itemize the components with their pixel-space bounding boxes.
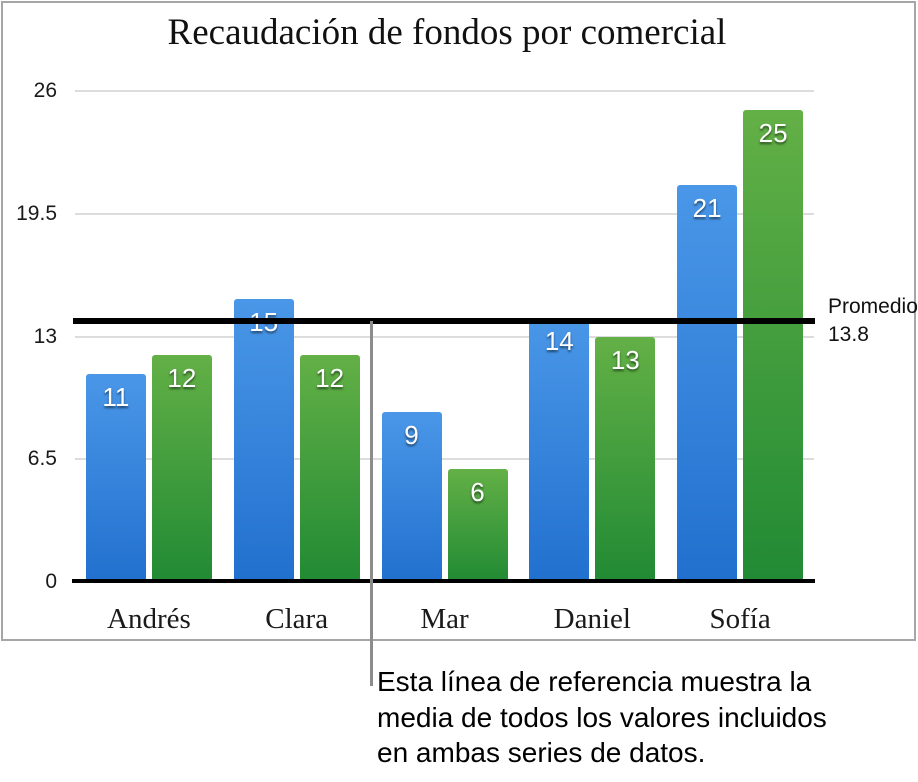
bar-value-label: 12 bbox=[315, 363, 345, 394]
y-axis-label-26: 26 bbox=[33, 79, 57, 102]
callout-line bbox=[370, 321, 373, 686]
x-axis-label-mar: Mar bbox=[420, 603, 469, 635]
bar-value-label: 21 bbox=[692, 193, 722, 224]
bar-andrés-verde bbox=[151, 355, 212, 582]
gridline-6.5 bbox=[75, 458, 814, 461]
reference-line-label: Promedio 13.8 bbox=[828, 293, 918, 349]
reference-line-label-text: Promedio bbox=[828, 295, 918, 318]
annotation-line-1: Esta línea de referencia muestra la bbox=[377, 666, 812, 697]
bar-value-label: 12 bbox=[167, 363, 197, 394]
chart-title: Recaudación de fondos por comercial bbox=[167, 12, 727, 53]
bar-value-label: 11 bbox=[102, 382, 130, 413]
bar-value-label: 6 bbox=[470, 476, 485, 507]
gridline-19.5 bbox=[75, 212, 814, 215]
bar-sofía-azul bbox=[677, 185, 738, 582]
y-axis-label-13: 13 bbox=[33, 324, 57, 348]
bar-mar-azul bbox=[381, 412, 442, 582]
y-axis-label-0: 0 bbox=[45, 570, 57, 593]
annotation-text: Esta línea de referencia muestra la medi… bbox=[377, 664, 827, 771]
x-axis-label-andrés: Andrés bbox=[107, 603, 191, 635]
bar-value-label: 9 bbox=[404, 420, 419, 451]
x-axis-label-daniel: Daniel bbox=[553, 603, 631, 635]
bar-value-label: 13 bbox=[610, 344, 640, 375]
bar-value-label: 14 bbox=[544, 325, 574, 356]
annotation-line-2: media de todos los valores incluidos bbox=[377, 701, 827, 733]
y-axis-label-19.5: 19.5 bbox=[16, 201, 57, 225]
bar-mar-verde bbox=[447, 468, 508, 582]
bar-clara-azul bbox=[233, 298, 294, 582]
x-axis-label-clara: Clara bbox=[265, 603, 329, 635]
bar-daniel-verde bbox=[595, 336, 656, 582]
bar-daniel-azul bbox=[529, 317, 590, 582]
bar-andrés-azul bbox=[85, 374, 146, 582]
bar-value-label: 25 bbox=[758, 117, 788, 148]
reference-line bbox=[73, 318, 815, 325]
x-axis-line bbox=[72, 579, 815, 583]
y-axis-label-6.5: 6.5 bbox=[27, 447, 57, 471]
bar-sofía-verde bbox=[743, 109, 804, 582]
reference-line-value: 13.8 bbox=[828, 323, 869, 346]
annotation-line-3: en ambas series de datos. bbox=[377, 737, 706, 768]
gridline-26 bbox=[75, 90, 814, 92]
bar-clara-verde bbox=[299, 355, 360, 582]
x-axis-label-sofía: Sofía bbox=[709, 603, 771, 635]
gridline-13 bbox=[75, 335, 814, 338]
